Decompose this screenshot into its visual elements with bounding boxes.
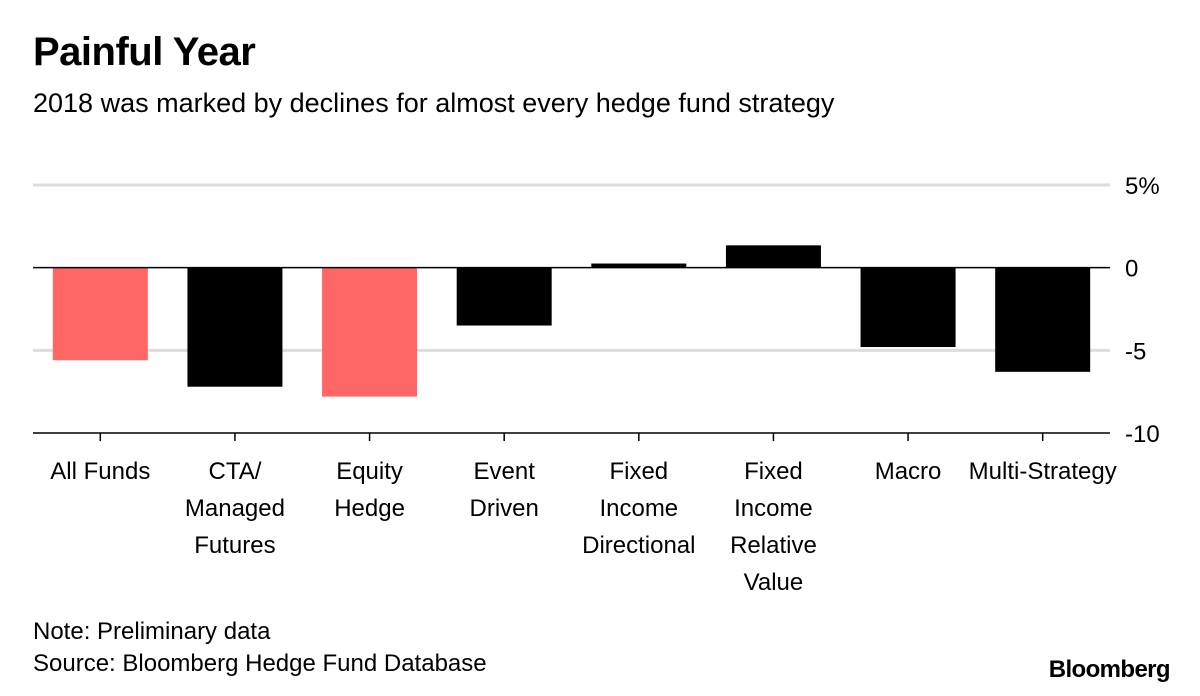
chart-note: Note: Preliminary data — [33, 618, 271, 645]
category-label: Hedge — [334, 495, 405, 522]
bar-event-driven — [456, 267, 552, 326]
category-label: Value — [744, 569, 804, 596]
y-tick-label: 0 — [1125, 256, 1138, 283]
bar-multi-strategy — [995, 267, 1091, 372]
category-label: Income — [734, 495, 813, 522]
y-tick-label: -10 — [1125, 421, 1160, 448]
category-label: Fixed — [609, 458, 668, 485]
chart-subtitle: 2018 was marked by declines for almost e… — [33, 88, 835, 118]
category-label: Driven — [470, 495, 539, 522]
category-label: All Funds — [50, 458, 150, 485]
chart-title: Painful Year — [33, 30, 256, 74]
category-label: Macro — [875, 458, 942, 485]
category-label: Futures — [194, 532, 275, 559]
category-label: Relative — [730, 532, 817, 559]
category-label: Multi-Strategy — [969, 458, 1117, 485]
category-label: Directional — [582, 532, 695, 559]
category-label: Fixed — [744, 458, 803, 485]
category-label: CTA/ — [208, 458, 261, 485]
bars — [52, 245, 1091, 397]
axes: 5% 0 -5 -10 — [33, 173, 1160, 448]
y-tick-label: 5% — [1125, 173, 1160, 200]
category-label: Equity — [336, 458, 403, 485]
bloomberg-logo: Bloomberg — [1048, 656, 1171, 683]
category-labels: All Funds CTA/Managed Futures Equity Hedge Ev… — [50, 458, 1116, 596]
bar-macro — [860, 267, 956, 348]
bar-all-funds — [52, 267, 148, 361]
category-label: Income — [599, 495, 678, 522]
chart-source: Source: Bloomberg Hedge Fund Database — [33, 650, 487, 677]
bar-fixed-income-directional — [591, 263, 687, 268]
bar-fixed-income-relative-value — [725, 245, 821, 268]
y-tick-label: -5 — [1125, 338, 1146, 365]
bar-cta-managed-futures — [187, 267, 283, 387]
category-label: Managed — [185, 495, 285, 522]
bar-equity-hedge — [322, 267, 418, 397]
category-label: Event — [474, 458, 536, 485]
